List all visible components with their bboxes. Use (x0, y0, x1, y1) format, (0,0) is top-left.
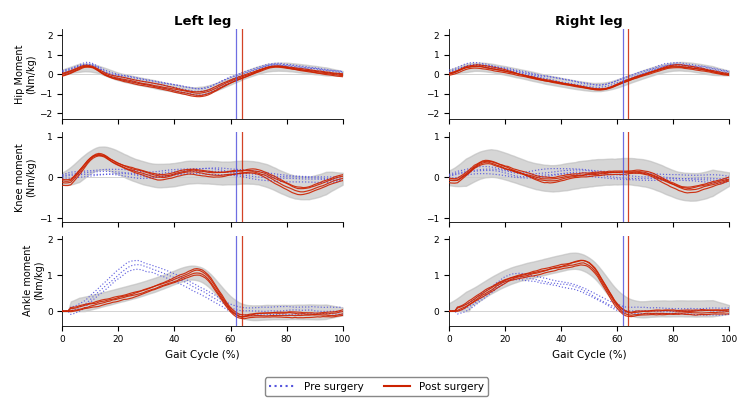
Y-axis label: Hip Moment
(Nm/kg): Hip Moment (Nm/kg) (15, 44, 37, 104)
Legend: Pre surgery, Post surgery: Pre surgery, Post surgery (265, 378, 488, 396)
Title: Right leg: Right leg (556, 15, 623, 28)
Y-axis label: Knee moment
(Nm/kg): Knee moment (Nm/kg) (15, 143, 37, 212)
X-axis label: Gait Cycle (%): Gait Cycle (%) (552, 350, 626, 360)
X-axis label: Gait Cycle (%): Gait Cycle (%) (165, 350, 239, 360)
Title: Left leg: Left leg (174, 15, 231, 28)
Y-axis label: Ankle moment
(Nm/kg): Ankle moment (Nm/kg) (23, 245, 44, 316)
